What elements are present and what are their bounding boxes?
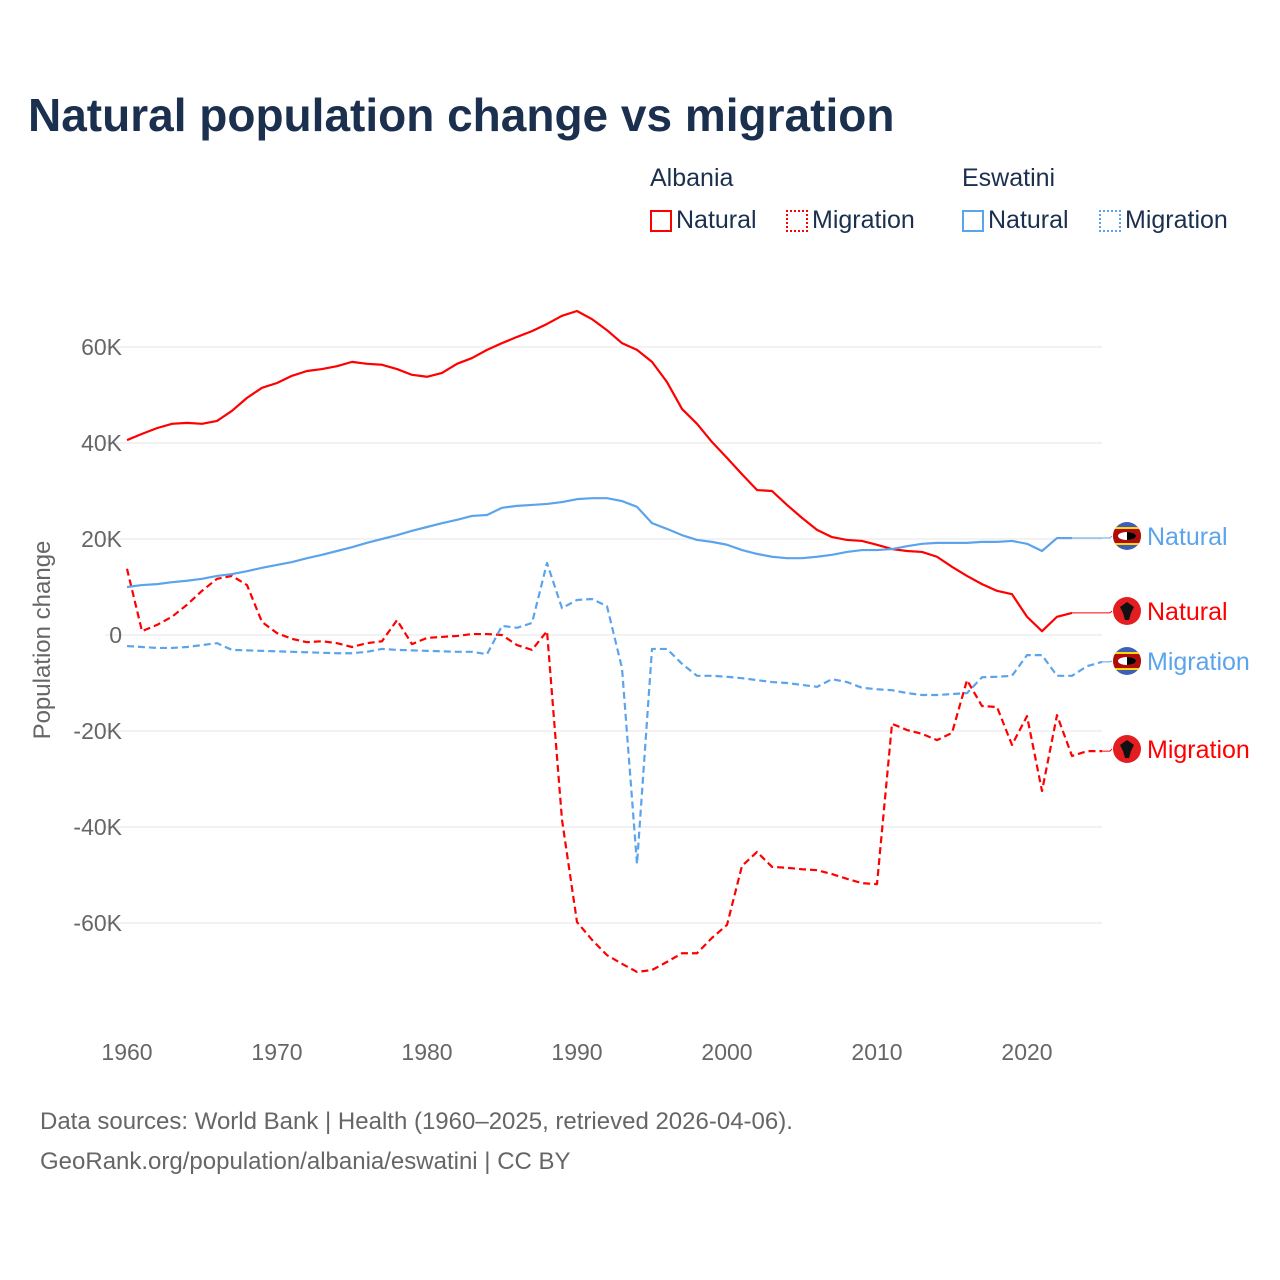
series-line-eswatini-natural	[126, 497, 1072, 589]
x-tick-label: 1970	[251, 1039, 302, 1065]
series-line-albania-migration	[125, 568, 1102, 974]
chart-title: Natural population change vs migration	[28, 89, 895, 141]
eswatini-flag-icon	[1113, 647, 1141, 675]
x-tick-label: 1990	[551, 1039, 602, 1065]
legend-swatch-solid	[962, 209, 984, 232]
legend-group-albania: Albania	[650, 164, 734, 192]
end-label-albania-natural: Natural	[1147, 598, 1228, 626]
legend-item-eswatini-natural[interactable]: Natural	[962, 206, 1069, 235]
legend-item-eswatini-migration[interactable]: Migration	[1099, 206, 1228, 235]
label-connector	[1102, 748, 1113, 752]
legend-swatch-dotted	[786, 209, 808, 232]
legend-swatch-dotted	[1099, 209, 1121, 232]
x-tick-label: 1960	[101, 1039, 152, 1065]
x-tick-label: 2020	[1001, 1039, 1052, 1065]
label-connector	[1102, 660, 1113, 663]
x-tick-label: 2000	[701, 1039, 752, 1065]
footer-credit: GeoRank.org/population/albania/eswatini …	[40, 1148, 571, 1175]
legend-label: Natural	[676, 206, 757, 234]
legend-label: Natural	[988, 206, 1069, 234]
y-tick-label: 20K	[81, 526, 123, 552]
eswatini-flag-icon	[1113, 522, 1141, 550]
end-label-eswatini-natural: Natural	[1147, 523, 1228, 551]
y-tick-label: 60K	[81, 334, 123, 360]
end-label-eswatini-migration: Migration	[1147, 648, 1250, 676]
albania-flag-icon	[1113, 597, 1141, 625]
label-connector	[1072, 535, 1113, 539]
y-tick-label: -20K	[73, 718, 122, 744]
y-axis-label: Population change	[29, 541, 56, 740]
series-line-albania-natural	[126, 309, 1073, 633]
label-connector	[1072, 610, 1113, 614]
albania-flag-icon	[1113, 735, 1141, 763]
y-tick-label: 0	[109, 622, 122, 648]
legend-item-albania-natural[interactable]: Natural	[650, 206, 757, 235]
y-tick-label: -40K	[73, 814, 122, 840]
y-tick-label: 40K	[81, 430, 123, 456]
legend-label: Migration	[1125, 206, 1228, 234]
series-line-eswatini-migration	[126, 561, 1103, 866]
legend-swatch-solid	[650, 209, 672, 232]
footer-sources: Data sources: World Bank | Health (1960–…	[40, 1108, 793, 1135]
y-tick-label: -60K	[73, 910, 122, 936]
x-tick-label: 1980	[401, 1039, 452, 1065]
end-label-albania-migration: Migration	[1147, 736, 1250, 764]
x-tick-label: 2010	[851, 1039, 902, 1065]
legend-label: Migration	[812, 206, 915, 234]
legend-item-albania-migration[interactable]: Migration	[786, 206, 915, 235]
legend-group-eswatini: Eswatini	[962, 164, 1056, 192]
